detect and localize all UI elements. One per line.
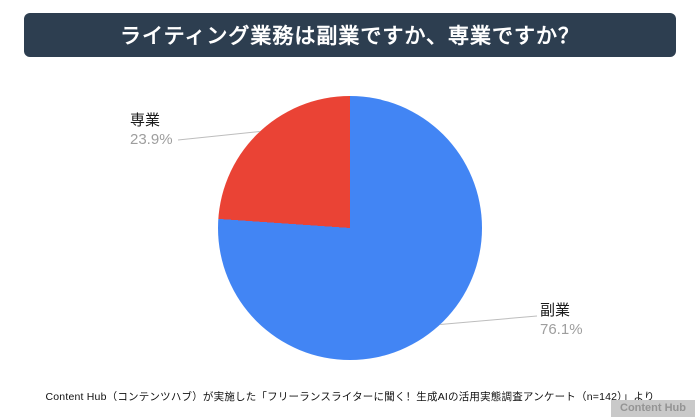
slice-label-fukugyo: 副業 76.1%: [540, 302, 583, 340]
slice-name-fukugyo: 副業: [540, 302, 571, 319]
slice-pct-fukugyo: 76.1%: [540, 320, 583, 338]
chart-title: ライティング業務は副業ですか、専業ですか？: [120, 25, 580, 48]
pie-chart: [218, 96, 482, 360]
slice-pct-senmon: 23.9%: [130, 130, 173, 148]
slice-label-senmon: 専業 23.9%: [130, 112, 173, 150]
chart-title-bar: ライティング業務は副業ですか、専業ですか？: [24, 13, 676, 57]
watermark-badge: Content Hub: [611, 400, 695, 417]
source-note: Content Hub（コンテンツハブ）が実施した「フリーランスライターに聞く！…: [45, 391, 655, 403]
slice-name-senmon: 専業: [130, 112, 161, 129]
